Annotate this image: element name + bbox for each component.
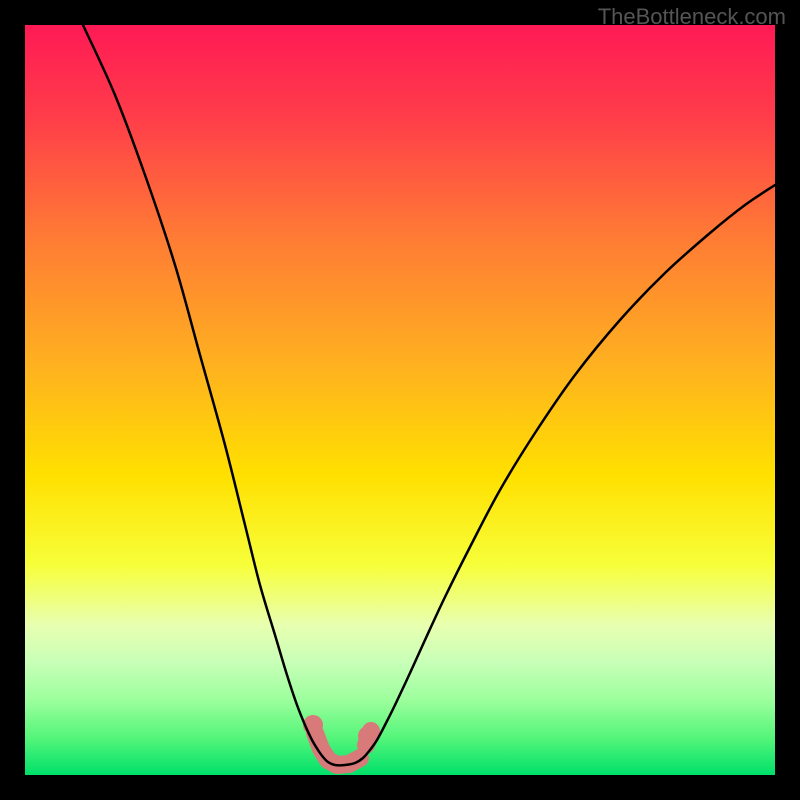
plot-area [25, 25, 775, 775]
chart-frame: TheBottleneck.com [0, 0, 800, 800]
watermark-text: TheBottleneck.com [598, 4, 786, 30]
bottleneck-curve [25, 25, 775, 775]
